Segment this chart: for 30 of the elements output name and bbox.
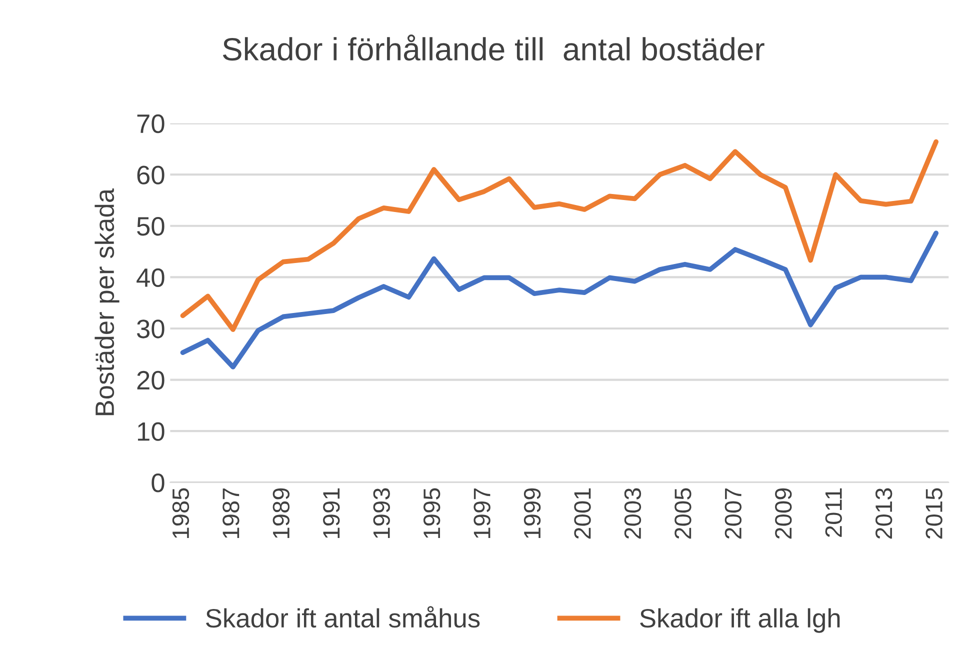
x-tick-label: 2011 bbox=[825, 488, 842, 537]
y-tick-label: 10 bbox=[138, 422, 164, 441]
y-tick-label: 70 bbox=[137, 114, 164, 134]
x-tick-label: 2005 bbox=[674, 488, 692, 539]
y-tick-label: 0 bbox=[152, 474, 164, 492]
x-tick-label: 1985 bbox=[172, 488, 190, 538]
y-tick-label: 30 bbox=[136, 320, 164, 338]
x-tick-label: 1991 bbox=[323, 488, 340, 538]
line-series bbox=[180, 139, 938, 332]
y-axis-title: Bostäder per skada bbox=[94, 188, 120, 416]
x-tick-label: 2013 bbox=[875, 488, 892, 539]
y-tick-label: 40 bbox=[136, 268, 164, 288]
x-tick-label: 1987 bbox=[222, 488, 240, 538]
x-tick-label: 1989 bbox=[272, 488, 290, 538]
x-tick-label: 2001 bbox=[574, 488, 591, 539]
x-tick-label: 1997 bbox=[474, 488, 490, 538]
legend-label: Skador ift alla lgh bbox=[640, 608, 840, 633]
x-tick-label: 2007 bbox=[724, 488, 742, 539]
x-tick-label: 1993 bbox=[373, 488, 390, 538]
x-tick-label: 2015 bbox=[926, 488, 942, 539]
x-tick-label: 1999 bbox=[524, 488, 541, 538]
x-tick-label: 1995 bbox=[423, 488, 440, 538]
y-tick-label: 20 bbox=[137, 370, 164, 390]
line-series bbox=[180, 230, 938, 370]
chart-title: Skador i förhållande till antal bostäder bbox=[222, 34, 764, 61]
y-tick-label: 60 bbox=[137, 166, 164, 184]
legend-label: Skador ift antal småhus bbox=[206, 606, 480, 628]
y-tick-label: 50 bbox=[137, 217, 164, 236]
x-tick-label: 2003 bbox=[624, 488, 642, 539]
x-tick-label: 2009 bbox=[775, 488, 792, 539]
